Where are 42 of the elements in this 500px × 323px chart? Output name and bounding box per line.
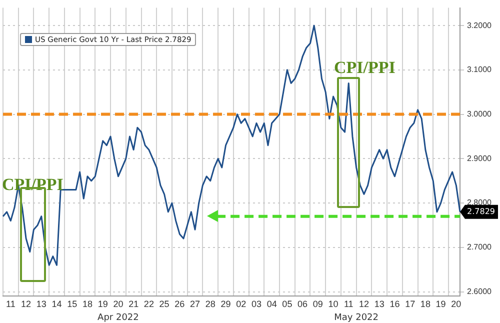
x-tick-label: 06 bbox=[298, 299, 308, 310]
x-tick-label: 18 bbox=[420, 299, 430, 310]
y-tick-label: 2.6000 bbox=[467, 286, 492, 296]
x-tick-label: 12 bbox=[358, 299, 369, 310]
x-tick-label: 29 bbox=[220, 299, 231, 310]
x-tick-label: 28 bbox=[205, 299, 216, 310]
x-tick-label: 16 bbox=[390, 299, 400, 310]
annotation: CPI/PPI bbox=[334, 58, 396, 77]
y-tick-label: 2.9000 bbox=[467, 154, 492, 163]
x-tick-label: 27 bbox=[190, 299, 200, 310]
x-tick-label: 13 bbox=[36, 299, 46, 310]
y-tick-label: 2.7000 bbox=[467, 242, 492, 252]
text: Apr 2022 bbox=[98, 313, 139, 323]
x-tick-label: 21 bbox=[128, 299, 139, 310]
x-tick-label: 15 bbox=[67, 299, 78, 310]
x-tick-label: 17 bbox=[405, 299, 416, 310]
x-tick-label: 04 bbox=[266, 299, 277, 310]
x-tick-label: 12 bbox=[21, 299, 32, 310]
x-tick-label: 10 bbox=[328, 299, 338, 310]
text: May 2022 bbox=[334, 313, 378, 323]
x-tick-label: 03 bbox=[251, 299, 262, 310]
x-tick-label: 11 bbox=[6, 299, 16, 310]
x-tick-label: 22 bbox=[144, 299, 154, 310]
x-tick-label: 19 bbox=[436, 299, 446, 310]
text: 2.7829 bbox=[467, 206, 495, 216]
x-tick-label: 25 bbox=[159, 299, 170, 310]
x-tick-label: 02 bbox=[236, 299, 246, 310]
annotation: CPI/PPI bbox=[2, 175, 64, 194]
x-tick-label: 09 bbox=[312, 299, 323, 310]
x-tick-label: 05 bbox=[282, 299, 292, 310]
x-tick-label: 20 bbox=[113, 299, 124, 310]
y-tick-label: 3.0000 bbox=[467, 109, 492, 118]
x-tick-label: 18 bbox=[82, 299, 92, 310]
x-tick-label: 14 bbox=[52, 299, 62, 310]
x-tick-label: 13 bbox=[374, 299, 384, 310]
x-tick-label: 26 bbox=[174, 299, 185, 310]
x-tick-label: 19 bbox=[98, 299, 108, 310]
y-tick-label: 3.2000 bbox=[467, 20, 492, 30]
x-tick-label: 20 bbox=[451, 299, 462, 310]
y-tick-label: 2.8000 bbox=[467, 198, 492, 208]
y-tick-label: 3.1000 bbox=[467, 65, 492, 74]
x-tick-label: 11 bbox=[344, 299, 354, 310]
